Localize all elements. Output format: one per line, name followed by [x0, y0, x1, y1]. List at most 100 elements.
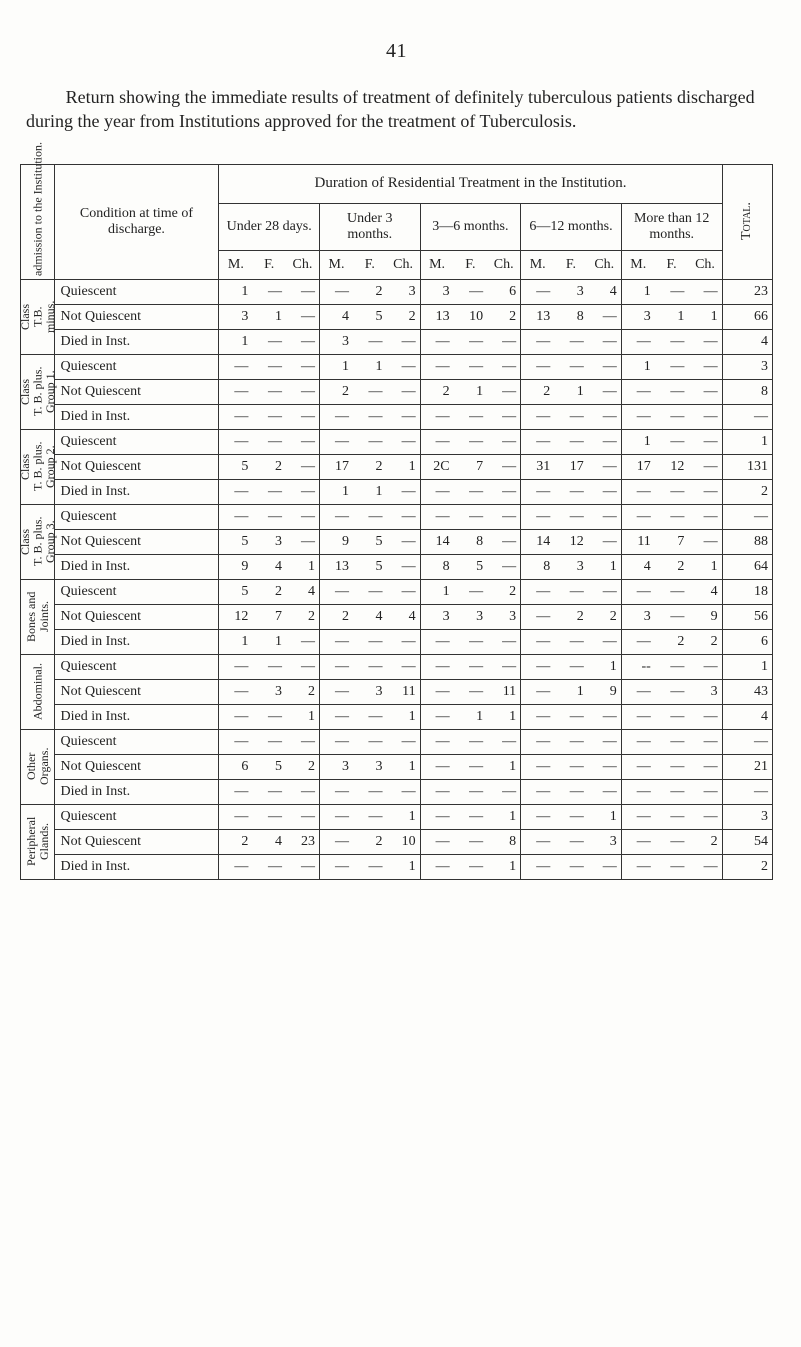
data-cell: — [554, 404, 588, 429]
data-cell: — [487, 479, 521, 504]
data-cell: — [588, 704, 622, 729]
data-cell: — [219, 729, 253, 754]
data-cell: — [420, 354, 454, 379]
data-cell: 5 [353, 529, 387, 554]
data-cell: — [621, 579, 655, 604]
data-cell: — [487, 454, 521, 479]
data-cell: — [621, 629, 655, 654]
data-cell: — [655, 379, 689, 404]
data-cell: 1 [219, 279, 253, 304]
row-total: 18 [722, 579, 772, 604]
data-cell: 4 [353, 604, 387, 629]
data-cell: 3 [420, 279, 454, 304]
data-cell: — [219, 379, 253, 404]
condition-cell: Not Quiescent [54, 379, 219, 404]
data-cell: — [286, 854, 320, 879]
data-cell: 2 [219, 829, 253, 854]
data-cell: — [286, 279, 320, 304]
data-cell: 2 [554, 604, 588, 629]
data-cell: — [252, 804, 286, 829]
data-cell: — [420, 654, 454, 679]
data-cell: — [387, 429, 421, 454]
data-cell: — [655, 779, 689, 804]
data-cell: 1 [219, 329, 253, 354]
data-cell: 11 [621, 529, 655, 554]
condition-cell: Not Quiescent [54, 529, 219, 554]
data-cell: 10 [454, 304, 488, 329]
condition-cell: Quiescent [54, 654, 219, 679]
data-cell: 1 [319, 354, 353, 379]
data-cell: 10 [387, 829, 421, 854]
data-cell: — [454, 354, 488, 379]
data-cell: 1 [621, 279, 655, 304]
subcol-Ch: Ch. [487, 250, 521, 279]
data-cell: — [319, 679, 353, 704]
data-cell: — [621, 729, 655, 754]
data-cell: — [588, 629, 622, 654]
data-cell: — [688, 354, 722, 379]
group-label: Bones and Joints. [21, 579, 55, 654]
data-cell: 3 [353, 679, 387, 704]
data-cell: — [554, 804, 588, 829]
data-cell: — [286, 804, 320, 829]
data-cell: — [252, 479, 286, 504]
condition-cell: Quiescent [54, 579, 219, 604]
table-row: Not Quiescent—32—311——11—19——343 [21, 679, 773, 704]
data-cell: — [655, 579, 689, 604]
row-total: 8 [722, 379, 772, 404]
data-cell: 3 [588, 829, 622, 854]
subcol-Ch: Ch. [588, 250, 622, 279]
data-cell: — [454, 829, 488, 854]
group-label: Class T.B. minus. [21, 279, 55, 354]
data-cell: — [487, 779, 521, 804]
data-cell: — [387, 329, 421, 354]
group-label: Peripheral Glands. [21, 804, 55, 879]
data-cell: 1 [319, 479, 353, 504]
data-cell: — [353, 704, 387, 729]
data-cell: — [420, 779, 454, 804]
data-cell: 8 [420, 554, 454, 579]
condition-cell: Quiescent [54, 504, 219, 529]
data-cell: — [554, 504, 588, 529]
subcol-F: F. [554, 250, 588, 279]
data-cell: — [420, 504, 454, 529]
row-total: 54 [722, 829, 772, 854]
data-cell: 3 [487, 604, 521, 629]
data-cell: 9 [219, 554, 253, 579]
table-row: Abdominal.Quiescent———————————1--——1 [21, 654, 773, 679]
results-table: admission to the Institution. Condition … [20, 164, 773, 880]
data-cell: 12 [219, 604, 253, 629]
condition-cell: Not Quiescent [54, 604, 219, 629]
data-cell: 2 [353, 454, 387, 479]
data-cell: — [487, 504, 521, 529]
data-cell: — [521, 804, 555, 829]
row-total: 1 [722, 429, 772, 454]
data-cell: — [319, 654, 353, 679]
condition-cell: Quiescent [54, 429, 219, 454]
period-2: 3—6 months. [420, 203, 521, 250]
data-cell: 1 [219, 629, 253, 654]
data-cell: — [655, 404, 689, 429]
data-cell: — [387, 629, 421, 654]
data-cell: — [353, 329, 387, 354]
data-cell: — [219, 679, 253, 704]
data-cell: — [252, 379, 286, 404]
data-cell: — [454, 479, 488, 504]
data-cell: 1 [420, 579, 454, 604]
data-cell: — [319, 704, 353, 729]
data-cell: — [655, 754, 689, 779]
data-cell: — [487, 329, 521, 354]
subcol-M: M. [219, 250, 253, 279]
condition-header: Condition at time of discharge. [54, 164, 219, 279]
data-cell: — [387, 729, 421, 754]
data-cell: — [219, 504, 253, 529]
data-cell: — [420, 429, 454, 454]
table-row: Not Quiescent2423—210——8——3——254 [21, 829, 773, 854]
period-4: More than 12 months. [621, 203, 722, 250]
data-cell: 17 [621, 454, 655, 479]
data-cell: 1 [286, 704, 320, 729]
data-cell: 1 [655, 304, 689, 329]
data-cell: — [621, 704, 655, 729]
data-cell: 5 [219, 529, 253, 554]
data-cell: — [319, 579, 353, 604]
